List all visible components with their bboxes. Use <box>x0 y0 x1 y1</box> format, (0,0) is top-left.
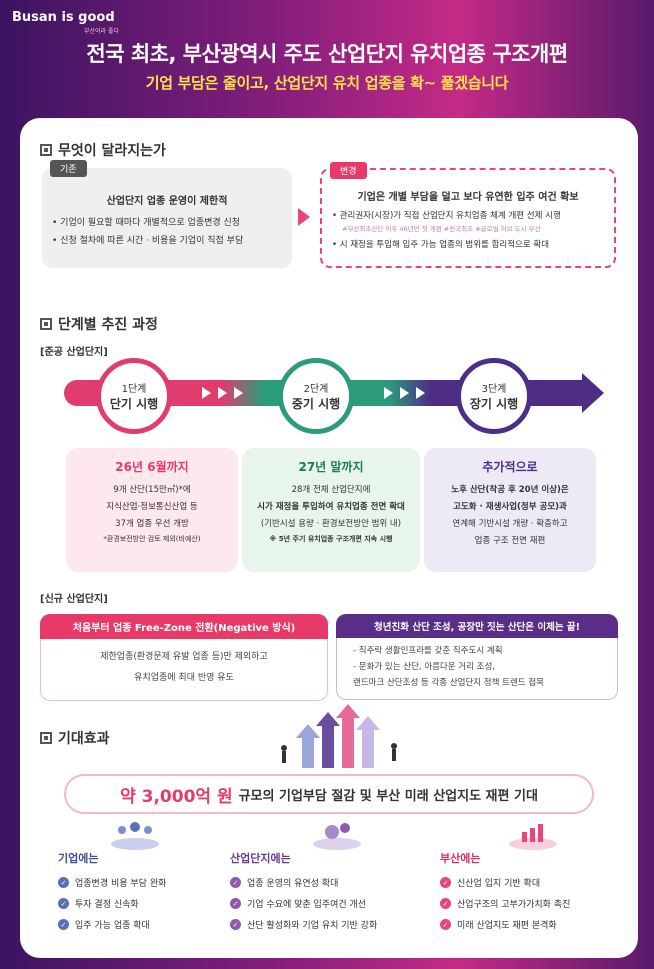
before-box: 기존 산업단지 업종 운영이 제한적 • 기업이 필요할 때마다 개별적으로 업… <box>42 160 292 268</box>
stage-3-circle: 3단계 장기 시행 <box>456 358 532 434</box>
check-icon: ✓ <box>58 877 69 888</box>
check-icon: ✓ <box>440 898 451 909</box>
effect-column-complexes: 산업단지에는 ✓ 업종 운영의 유연성 확대 ✓ 기업 수요에 맞춘 입주여건 개선… <box>230 852 378 931</box>
savings-amount: 약 3,000억 원 <box>120 786 233 807</box>
chevron-right-icon <box>234 387 243 399</box>
check-icon: ✓ <box>58 919 69 930</box>
expected-effect-banner: 약 3,000억 원 규모의 기업부담 절감 및 부산 미래 산업지도 재편 기… <box>64 774 594 814</box>
check-icon: ✓ <box>230 877 241 888</box>
arrow-right-icon <box>298 208 310 226</box>
chevron-right-icon <box>416 387 425 399</box>
hashtags: #부산최초산단 이후 46년만 첫 개편 #전국최초 #글로벌 허브 도시 부산 <box>342 225 541 233</box>
stage-2-circle: 2단계 중기 시행 <box>278 358 354 434</box>
check-icon: ✓ <box>440 877 451 888</box>
busan-logo: Busan is good <box>12 10 115 25</box>
growth-arrows-illustration <box>281 704 397 768</box>
gears-icon <box>313 823 361 850</box>
section-heading-effects: 기대효과 <box>40 728 110 748</box>
youth-friendly-box: 청년친화 산단 조성, 공장만 짓는 산단은 이제는 끝! - 직주락 생활인프… <box>336 614 618 700</box>
chevron-right-icon <box>218 387 227 399</box>
after-box: 변경 기업은 개별 부담을 덜고 보다 유연한 입주 여건 확보 • 관리권자(… <box>320 162 616 268</box>
after-tag: 변경 <box>330 162 367 179</box>
check-icon: ✓ <box>230 919 241 930</box>
people-group-icon <box>111 822 159 850</box>
chart-growth-icon <box>509 824 557 850</box>
square-bullet-icon <box>40 144 52 156</box>
stage-3-detail: 추가적으로 노후 산단(착공 후 20년 이상)은 고도화 · 재생사업(정부 … <box>424 448 596 572</box>
new-complex-label: [신규 산업단지] <box>40 594 108 605</box>
effect-text: 규모의 기업부담 절감 및 부산 미래 산업지도 재편 기대 <box>238 788 538 804</box>
after-heading: 기업은 개별 부담을 덜고 보다 유연한 입주 여건 확보 <box>357 192 579 203</box>
after-item: • 시 재정을 투입해 입주 가능 업종의 범위를 합리적으로 확대 <box>332 240 550 250</box>
stage-1-circle: 1단계 단기 시행 <box>96 358 172 434</box>
effect-column-busan: 부산에는 ✓ 신산업 입지 기반 확대 ✓ 산업구조의 고부가가치화 촉진 ✓ 미래 … <box>440 852 571 931</box>
check-icon: ✓ <box>440 919 451 930</box>
timeline-arrow-icon <box>582 373 604 413</box>
before-heading: 산업단지 업종 운영이 제한적 <box>106 196 228 207</box>
free-zone-box: 처음부터 업종 Free-Zone 전환(Negative 방식) 제한업종(환… <box>40 614 328 701</box>
square-bullet-icon <box>40 732 52 744</box>
chevron-right-icon <box>400 387 409 399</box>
content-card: 무엇이 달라지는가 기존 산업단지 업종 운영이 제한적 • 기업이 필요할 때… <box>20 118 638 958</box>
logo-tagline: 부산이라 좋다 <box>84 28 120 35</box>
chevron-right-icon <box>384 387 393 399</box>
stage-2-detail: 27년 말까지 28개 전체 산업단지에 시가 재정을 투입하여 유치업종 전면… <box>242 448 420 572</box>
check-icon: ✓ <box>58 898 69 909</box>
page-title: 전국 최초, 부산광역시 주도 산업단지 유치업종 구조개편 <box>86 42 568 66</box>
before-tag: 기존 <box>50 160 87 177</box>
section-heading-stages: 단계별 추진 과정 <box>40 314 158 334</box>
after-item: • 관리권자(시장)가 직접 산업단지 유치업종 체계 개편 선제 시행 <box>332 211 561 221</box>
chevron-right-icon <box>202 387 211 399</box>
effect-column-companies: 기업에는 ✓ 업종변경 비용 부담 완화 ✓ 투자 결정 신속화 ✓ 입주 가능 업종… <box>58 852 167 931</box>
stage-1-detail: 26년 6월까지 9개 산단(15만㎡)*에 지식산업·정보통신산업 등 37개… <box>66 448 238 572</box>
before-item: • 기업이 필요할 때마다 개별적으로 업종변경 신청 <box>52 218 241 228</box>
before-item: • 신청 절차에 따른 시간 · 비용을 기업이 직접 부담 <box>52 236 244 246</box>
existing-complex-label: [준공 산업단지] <box>40 347 108 358</box>
square-bullet-icon <box>40 318 52 330</box>
section-heading-changes: 무엇이 달라지는가 <box>40 140 166 160</box>
check-icon: ✓ <box>230 898 241 909</box>
page-subtitle: 기업 부담은 줄이고, 산업단지 유치 업종을 확~ 풀겠습니다 <box>145 74 509 92</box>
